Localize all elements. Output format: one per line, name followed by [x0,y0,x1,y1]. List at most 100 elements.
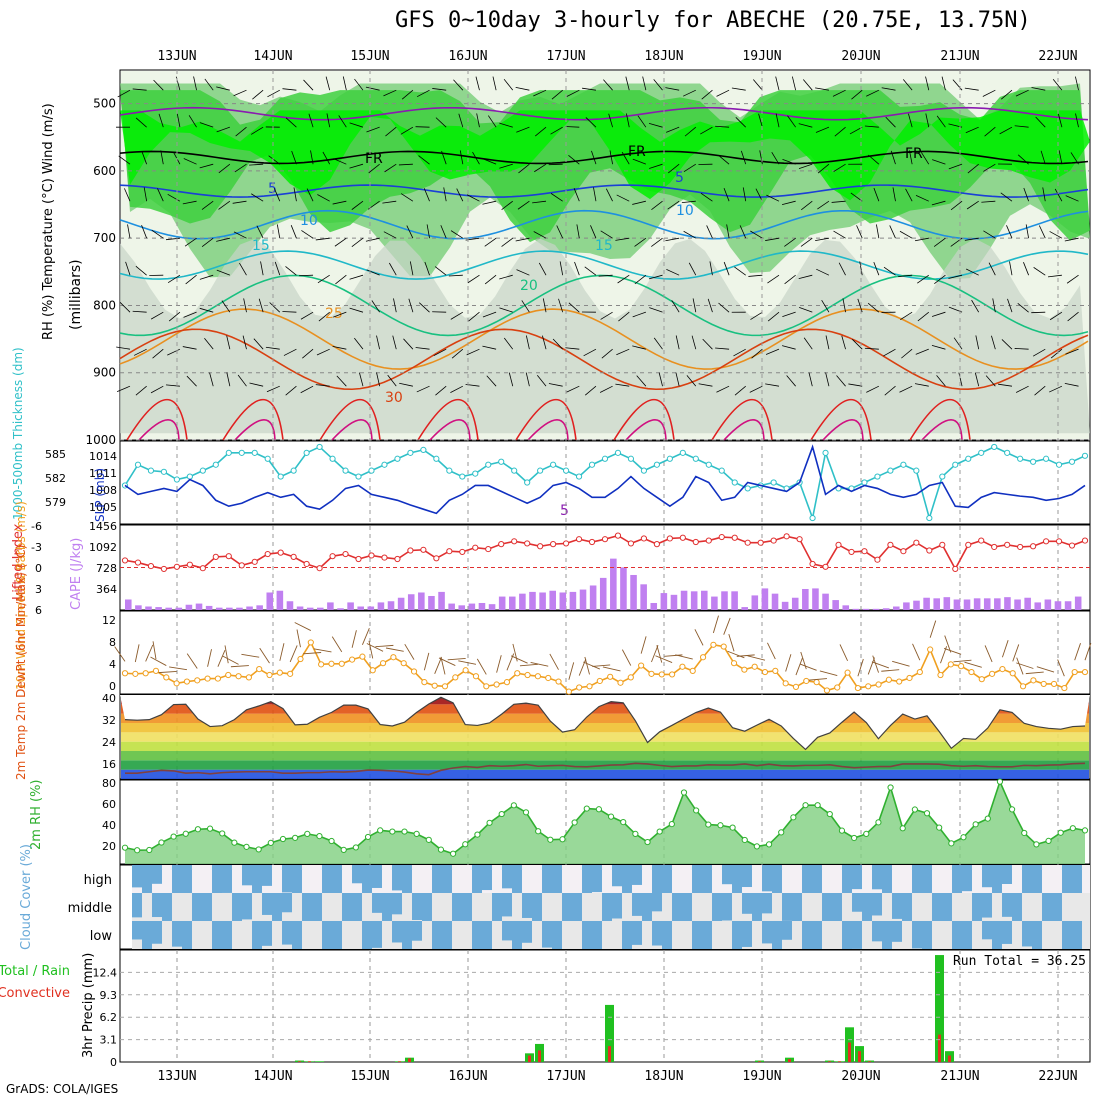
wind-barb [798,163,813,170]
thickness-point [485,461,492,468]
wind-barb [285,117,297,128]
cloud-cell [872,921,882,942]
contour-label: 20 [520,278,538,294]
cloud-cell [472,921,482,949]
wind-barb [866,385,880,393]
wind-barb [221,300,231,313]
wind-barb-10m [929,620,937,638]
cloud-cell [552,921,562,949]
wind-barb [686,375,697,387]
wind-barb [316,348,330,356]
wind-barb-10m [602,666,621,672]
precip-total-bar [315,1061,324,1062]
cloud-cell [552,865,562,893]
wind-barb [825,372,830,387]
wind-barb [1017,303,1029,313]
y-tick-label: 12 [102,614,116,627]
wind-barb-10m [423,652,430,671]
contour-label: FR [905,146,923,162]
cloud-cell [822,893,832,921]
wind-barb [269,302,281,313]
cape-bar [215,607,223,610]
temp-band [121,741,1089,751]
lifted-index-point [848,548,855,556]
wind-barb [283,348,297,356]
wind-barb [415,347,430,350]
y-axis-label: 2m RH (%) [29,779,44,850]
y-tick-label: 900 [93,366,116,380]
cloud-cell [982,893,992,918]
x-tick-label-bottom: 18JUN [644,1069,683,1084]
isotherm-loop [822,419,864,441]
wind-barb [798,123,813,128]
rh2m-point [729,824,736,831]
cloud-cell [262,893,272,915]
wind-barb [548,383,563,387]
thickness-point [887,467,894,474]
wind-speed-point [1061,684,1068,692]
cape-bar [973,598,981,610]
rh2m-point [206,825,214,832]
wind-barb [392,335,397,350]
wind-barb [856,225,863,239]
wind-barb-10m [222,655,239,665]
lifted-index-point [796,536,803,543]
rh2m-point [219,830,226,837]
wind-barb [931,200,946,206]
cloud-cell [942,893,952,921]
wind-barb [499,163,513,169]
cloud-cell [882,865,892,893]
thickness-point [394,455,401,462]
wind-speed-point [854,684,862,692]
lifted-index-point [160,565,168,573]
wind-speed-point [710,641,717,648]
wind-barb [1067,311,1079,322]
wind-barb [267,89,280,98]
wind-barb [233,89,247,97]
wind-barb-10m [799,663,817,671]
wind-speed-point [173,680,180,687]
wind-barb-10m [578,658,587,676]
wind-barb [167,348,181,356]
cloud-cell [912,865,922,893]
lifted-index-point [705,537,712,544]
y-tick-label: 1000 [85,433,116,447]
wind-barb [842,298,846,313]
wind-speed-point [421,679,428,686]
wind-speed-point [132,670,139,677]
wind-barb-10m [871,661,890,669]
wind-speed-point [823,687,831,694]
wind-barb-10m [313,648,332,653]
y-axis-label: 1000-500mb Thickness (dm) [11,347,25,520]
wind-speed-point [307,639,314,646]
thickness-point [1017,455,1024,462]
wind-barb-10m [675,654,693,660]
wind-barb [433,348,447,357]
cloud-cell [682,893,692,921]
wind-barb [303,79,314,91]
wind-barb [798,307,813,313]
cape-bar [529,591,536,610]
wind-barb-10m [583,661,601,670]
wind-barb [484,237,497,247]
wind-speed-point [865,683,872,690]
lifted-index-point [550,541,557,548]
wind-barb [971,299,980,313]
cape-bar [903,602,910,610]
wind-barb-10m [519,663,538,667]
thickness-point [316,443,323,451]
cloud-cell [882,921,892,949]
cloud-cell [132,893,142,918]
wind-barb [958,372,963,387]
wind-barb [816,268,830,276]
wind-speed-point [586,683,593,690]
wind-barb [185,274,197,285]
wind-barb [584,385,597,396]
wind-barb [666,269,680,276]
wind-speed-line [124,640,1085,693]
thickness-point [1081,452,1089,459]
cloud-cell [132,865,142,888]
wind-barb [435,117,447,128]
cloud-cell [752,893,762,921]
wind-speed-point [276,669,283,676]
